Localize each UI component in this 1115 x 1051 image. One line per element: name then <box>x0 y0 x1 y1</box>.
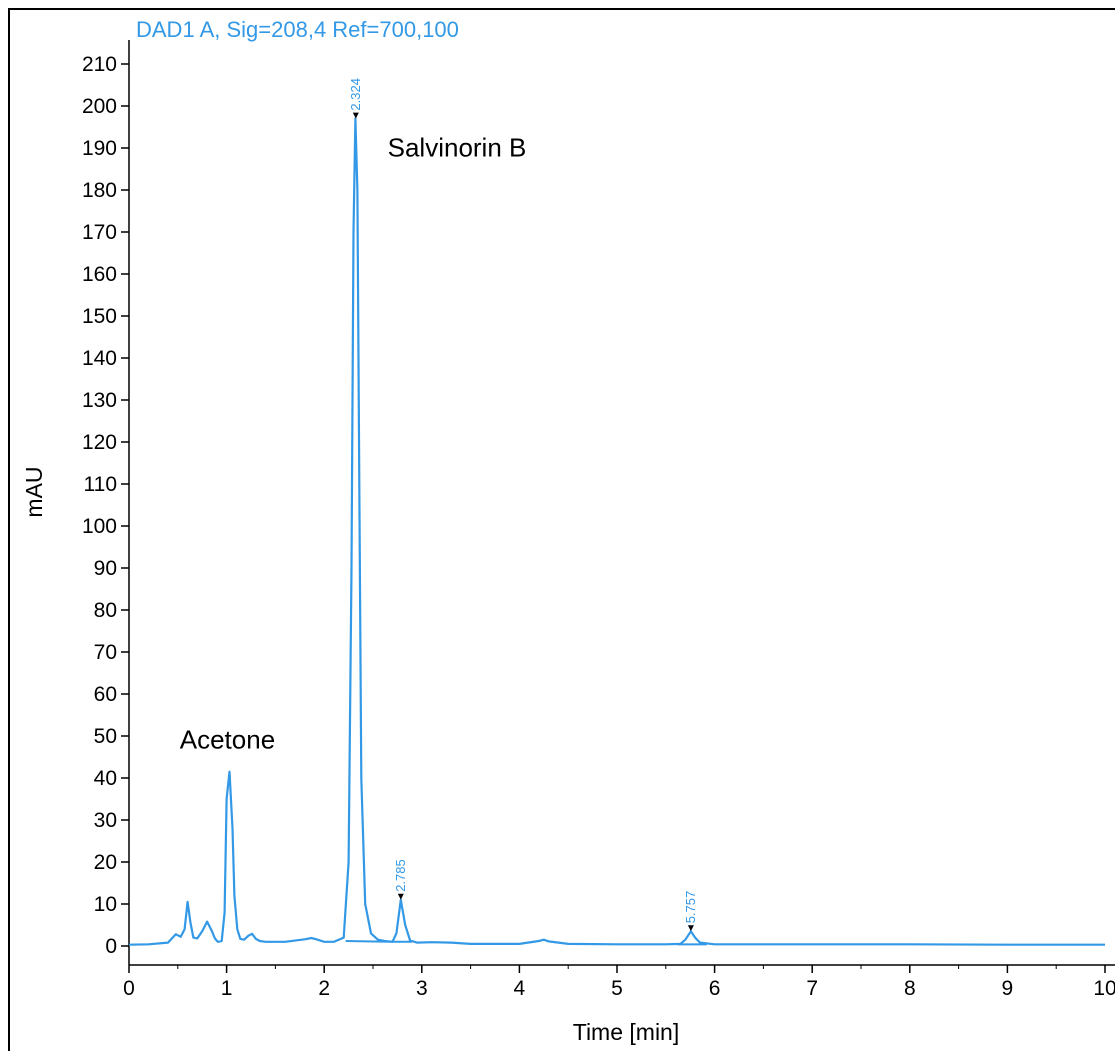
peak-marker <box>352 112 359 119</box>
x-tick-label: 7 <box>806 977 818 1000</box>
y-tick-label: 40 <box>94 767 117 790</box>
peak-marker <box>397 893 404 900</box>
integration-baseline <box>345 939 395 943</box>
x-tick-label: 8 <box>904 977 916 1000</box>
x-tick-label: 4 <box>514 977 526 1000</box>
x-tick-label: 9 <box>1002 977 1014 1000</box>
y-tick-label: 200 <box>82 95 117 118</box>
peak-label: 2.785 <box>393 859 408 892</box>
y-tick-label: 140 <box>82 347 117 370</box>
y-tick-label: 60 <box>94 683 117 706</box>
y-tick-label: 210 <box>82 53 117 76</box>
y-tick-label: 150 <box>82 305 117 328</box>
y-tick-label: 110 <box>84 473 117 496</box>
y-tick-label: 170 <box>82 221 117 244</box>
signal-trace <box>128 117 1105 946</box>
y-tick-label: 0 <box>105 935 117 958</box>
plot-area: 2.324 2.785 5.757 Salvinorin B Acetone <box>128 78 1105 946</box>
annotation-label: Acetone <box>180 725 275 755</box>
y-tick-label: 50 <box>94 725 117 748</box>
axes: 0102030405060708090100110120130140150160… <box>82 40 1115 1000</box>
y-tick-label: 190 <box>82 137 117 160</box>
peak-label: 5.757 <box>683 891 698 924</box>
chart-frame <box>8 8 1115 1051</box>
x-tick-label: 0 <box>123 977 135 1000</box>
x-tick-label: 6 <box>709 977 721 1000</box>
y-axis-label: mAU <box>21 466 47 517</box>
y-tick-label: 70 <box>94 641 117 664</box>
peak-marker <box>687 925 694 932</box>
x-tick-label: 1 <box>221 977 233 1000</box>
x-tick-label: 10 <box>1093 977 1115 1000</box>
y-tick-label: 130 <box>82 389 117 412</box>
signal-title: DAD1 A, Sig=208,4 Ref=700,100 <box>136 17 459 42</box>
x-tick-label: 3 <box>416 977 428 1000</box>
x-tick-label: 2 <box>318 977 330 1000</box>
y-tick-label: 120 <box>82 431 117 454</box>
y-tick-label: 10 <box>94 893 117 916</box>
y-tick-label: 100 <box>82 515 117 538</box>
y-tick-label: 30 <box>94 809 117 832</box>
y-tick-label: 180 <box>82 179 117 202</box>
x-tick-label: 5 <box>611 977 623 1000</box>
x-axis-label: Time [min] <box>573 1019 680 1045</box>
peak-label: 2.324 <box>348 78 363 111</box>
y-tick-label: 160 <box>82 263 117 286</box>
y-tick-label: 80 <box>94 599 117 622</box>
y-tick-label: 20 <box>94 851 117 874</box>
y-tick-label: 90 <box>94 557 117 580</box>
annotation-label: Salvinorin B <box>388 132 527 162</box>
